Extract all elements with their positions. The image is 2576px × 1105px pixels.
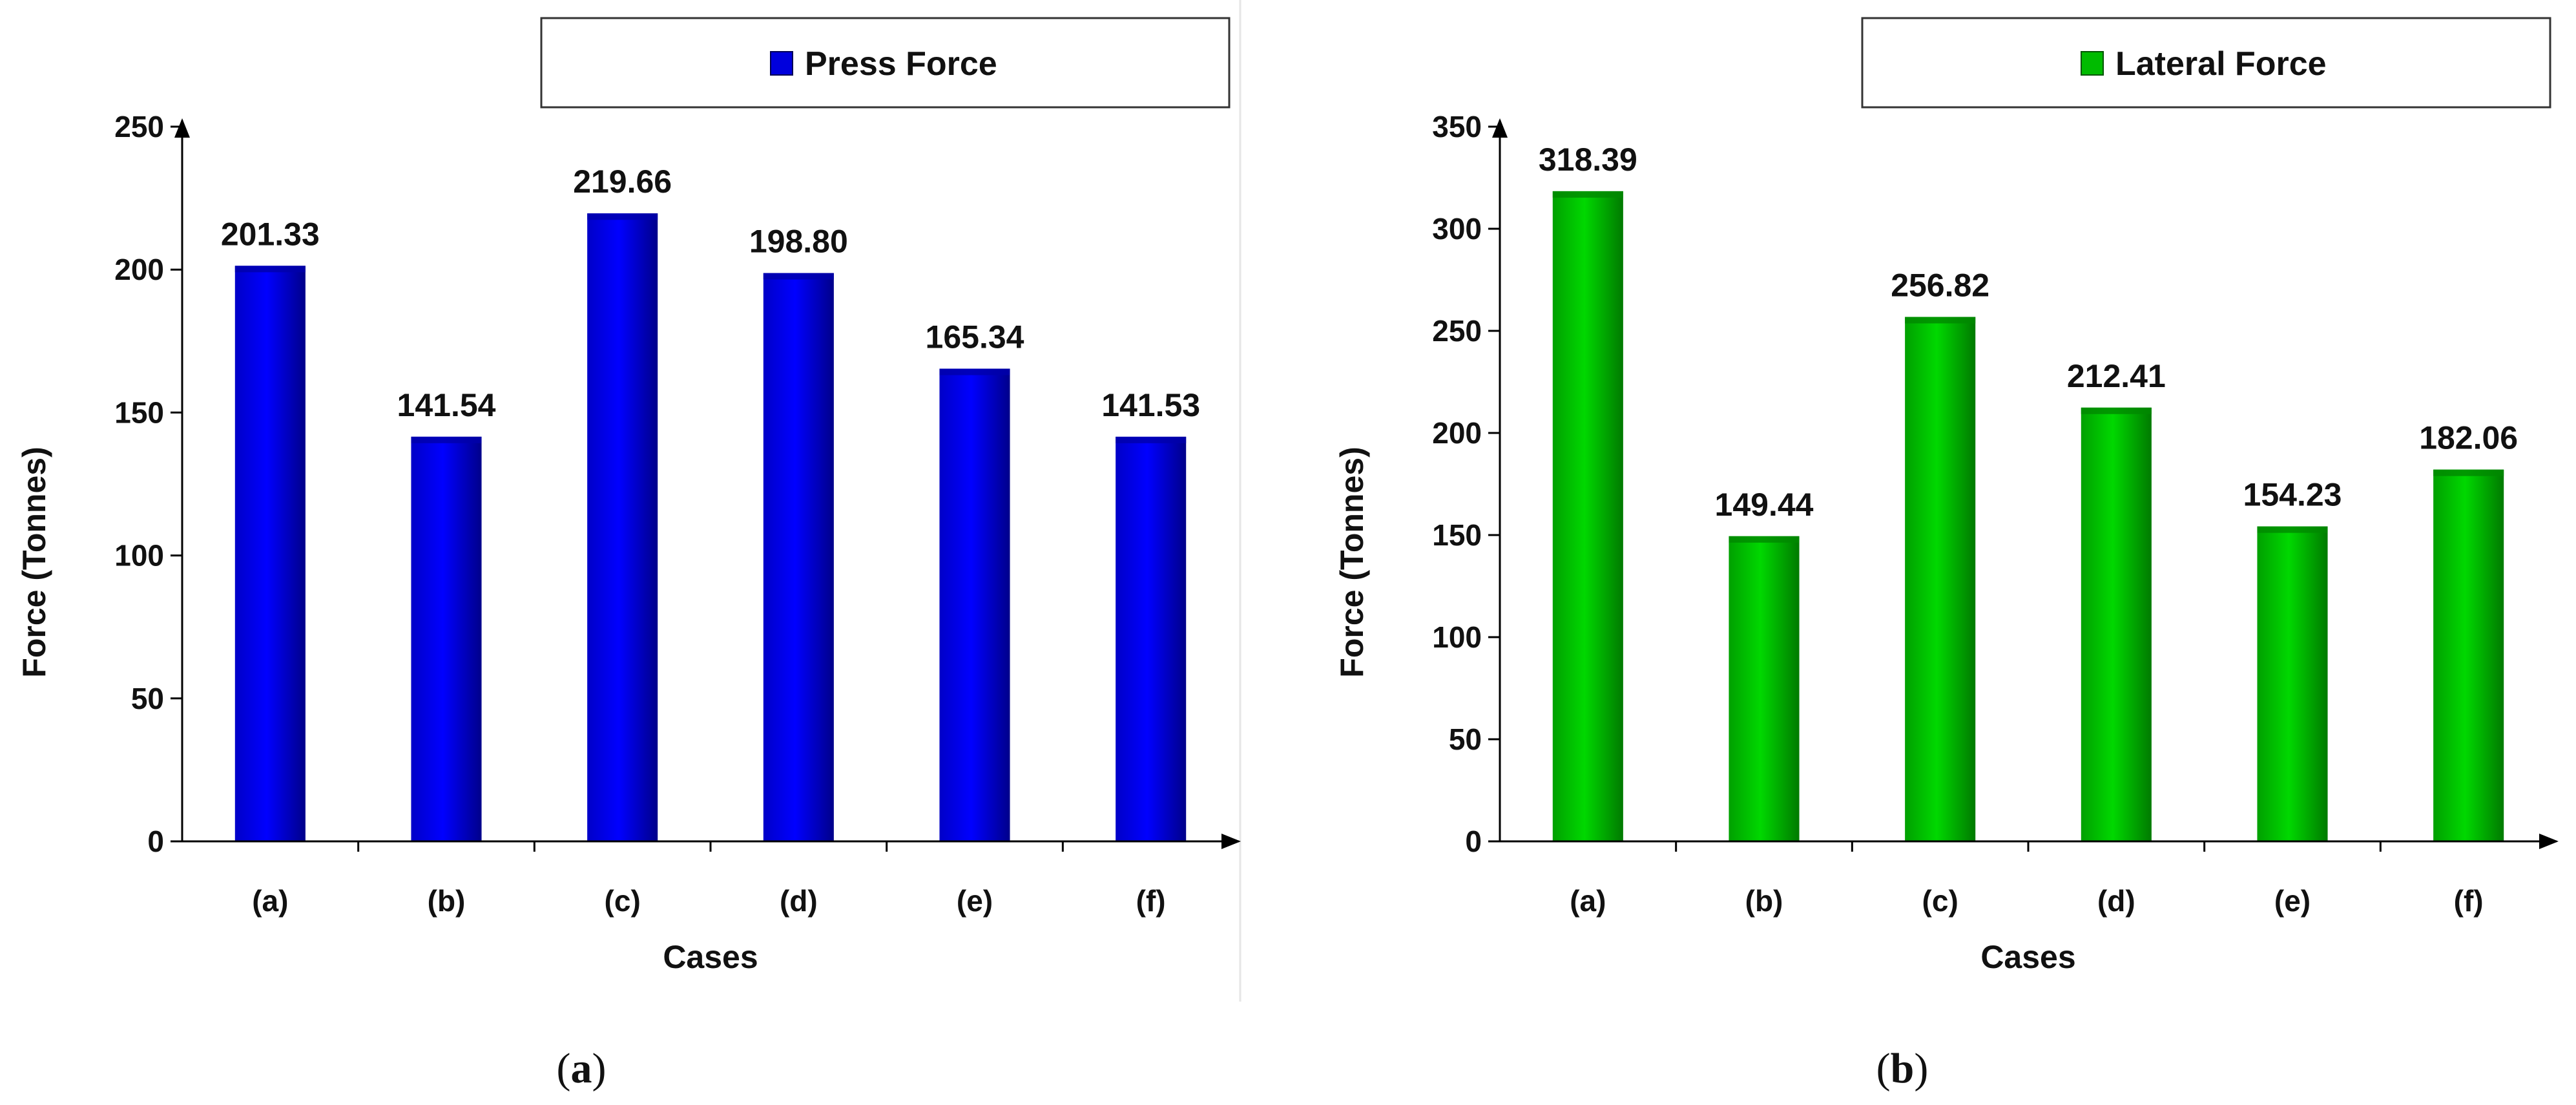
- bar-top-edge: [1905, 317, 1976, 324]
- bar-top-edge: [2257, 526, 2328, 533]
- bar-top-edge: [1552, 191, 1623, 198]
- y-tick-label: 250: [114, 110, 164, 143]
- y-tick-label: 200: [1432, 416, 1482, 450]
- y-tick-label: 0: [1465, 825, 1482, 858]
- data-label-2: 149.44: [1715, 487, 1814, 523]
- y-tick-label: 100: [114, 539, 164, 573]
- bar-6: [1116, 436, 1187, 841]
- legend-box: [540, 17, 1231, 109]
- chart-panel-a: Press Force Force (Tonnes) Cases 0 50 100 1…: [16, 17, 1241, 975]
- data-label-3: 219.66: [573, 163, 672, 200]
- data-label-3: 256.82: [1891, 267, 1989, 303]
- x-tick-label: (b): [1745, 884, 1783, 918]
- bar-1: [234, 266, 306, 842]
- bar-top-edge: [939, 368, 1010, 375]
- bar-top-edge: [587, 213, 658, 220]
- x-tick-label: (f): [2454, 884, 2484, 918]
- x-axis-title: Cases: [1980, 939, 2075, 975]
- x-axis-title: Cases: [663, 939, 758, 975]
- x-tick-label: (d): [780, 884, 818, 918]
- y-tick-label: 250: [1432, 314, 1482, 348]
- bar-6: [2433, 469, 2504, 841]
- x-tick-label: (d): [2097, 884, 2135, 918]
- y-tick-label: 100: [1432, 620, 1482, 654]
- x-tick-label: (c): [605, 884, 641, 918]
- bar-top-edge: [1729, 536, 1800, 543]
- chart-panel-b: Lateral Force Force (Tonnes) Cases 0 50 10…: [1334, 17, 2559, 975]
- y-axis-title: Force (Tonnes): [1334, 447, 1370, 677]
- data-label-1: 201.33: [221, 216, 320, 252]
- bar-2: [1729, 536, 1800, 841]
- y-tick-label: 200: [114, 253, 164, 286]
- panel-caption-a: (a): [557, 1045, 607, 1092]
- bar-top-edge: [411, 436, 482, 443]
- x-tick-label: (e): [2274, 884, 2311, 918]
- bar-4: [763, 273, 834, 841]
- bar-5: [2257, 526, 2328, 841]
- x-tick-label: (f): [1136, 884, 1166, 918]
- legend-swatch-lateral-force: [2081, 51, 2104, 76]
- legend-box: [1861, 17, 2551, 109]
- y-tick-label: 0: [147, 825, 164, 858]
- y-tick-label: 50: [1449, 722, 1482, 756]
- x-tick-label: (e): [957, 884, 993, 918]
- legend-swatch-press-force: [770, 51, 793, 76]
- data-label-4: 198.80: [749, 224, 848, 260]
- bar-top-edge: [234, 266, 306, 273]
- bar-3: [587, 213, 658, 842]
- legend-label-press-force: Press Force: [805, 45, 997, 83]
- data-label-1: 318.39: [1539, 142, 1637, 178]
- panel-caption-b: (b): [1876, 1045, 1929, 1092]
- bar-top-edge: [1116, 436, 1187, 443]
- bar-top-edge: [2081, 407, 2152, 414]
- y-tick-label: 50: [131, 682, 164, 715]
- data-label-4: 212.41: [2067, 358, 2166, 394]
- data-label-5: 165.34: [926, 319, 1024, 355]
- y-tick-label: 300: [1432, 212, 1482, 246]
- x-tick-label: (c): [1922, 884, 1958, 918]
- x-tick-label: (b): [428, 884, 466, 918]
- data-label-2: 141.54: [397, 387, 496, 423]
- bar-2: [411, 436, 482, 841]
- y-tick-label: 350: [1432, 110, 1482, 143]
- y-tick-label: 150: [114, 395, 164, 429]
- y-axis-title: Force (Tonnes): [16, 447, 52, 677]
- data-label-5: 154.23: [2243, 477, 2342, 513]
- y-tick-label: 150: [1432, 518, 1482, 552]
- bar-top-edge: [2433, 469, 2504, 476]
- bar-1: [1552, 191, 1623, 842]
- bar-top-edge: [763, 273, 834, 280]
- bar-4: [2081, 407, 2152, 841]
- data-label-6: 182.06: [2419, 420, 2518, 456]
- bar-5: [939, 368, 1010, 841]
- bar-3: [1905, 317, 1976, 841]
- data-label-6: 141.53: [1101, 387, 1200, 423]
- x-tick-label: (a): [252, 884, 288, 918]
- legend-label-lateral-force: Lateral Force: [2115, 45, 2327, 83]
- x-tick-label: (a): [1570, 884, 1606, 918]
